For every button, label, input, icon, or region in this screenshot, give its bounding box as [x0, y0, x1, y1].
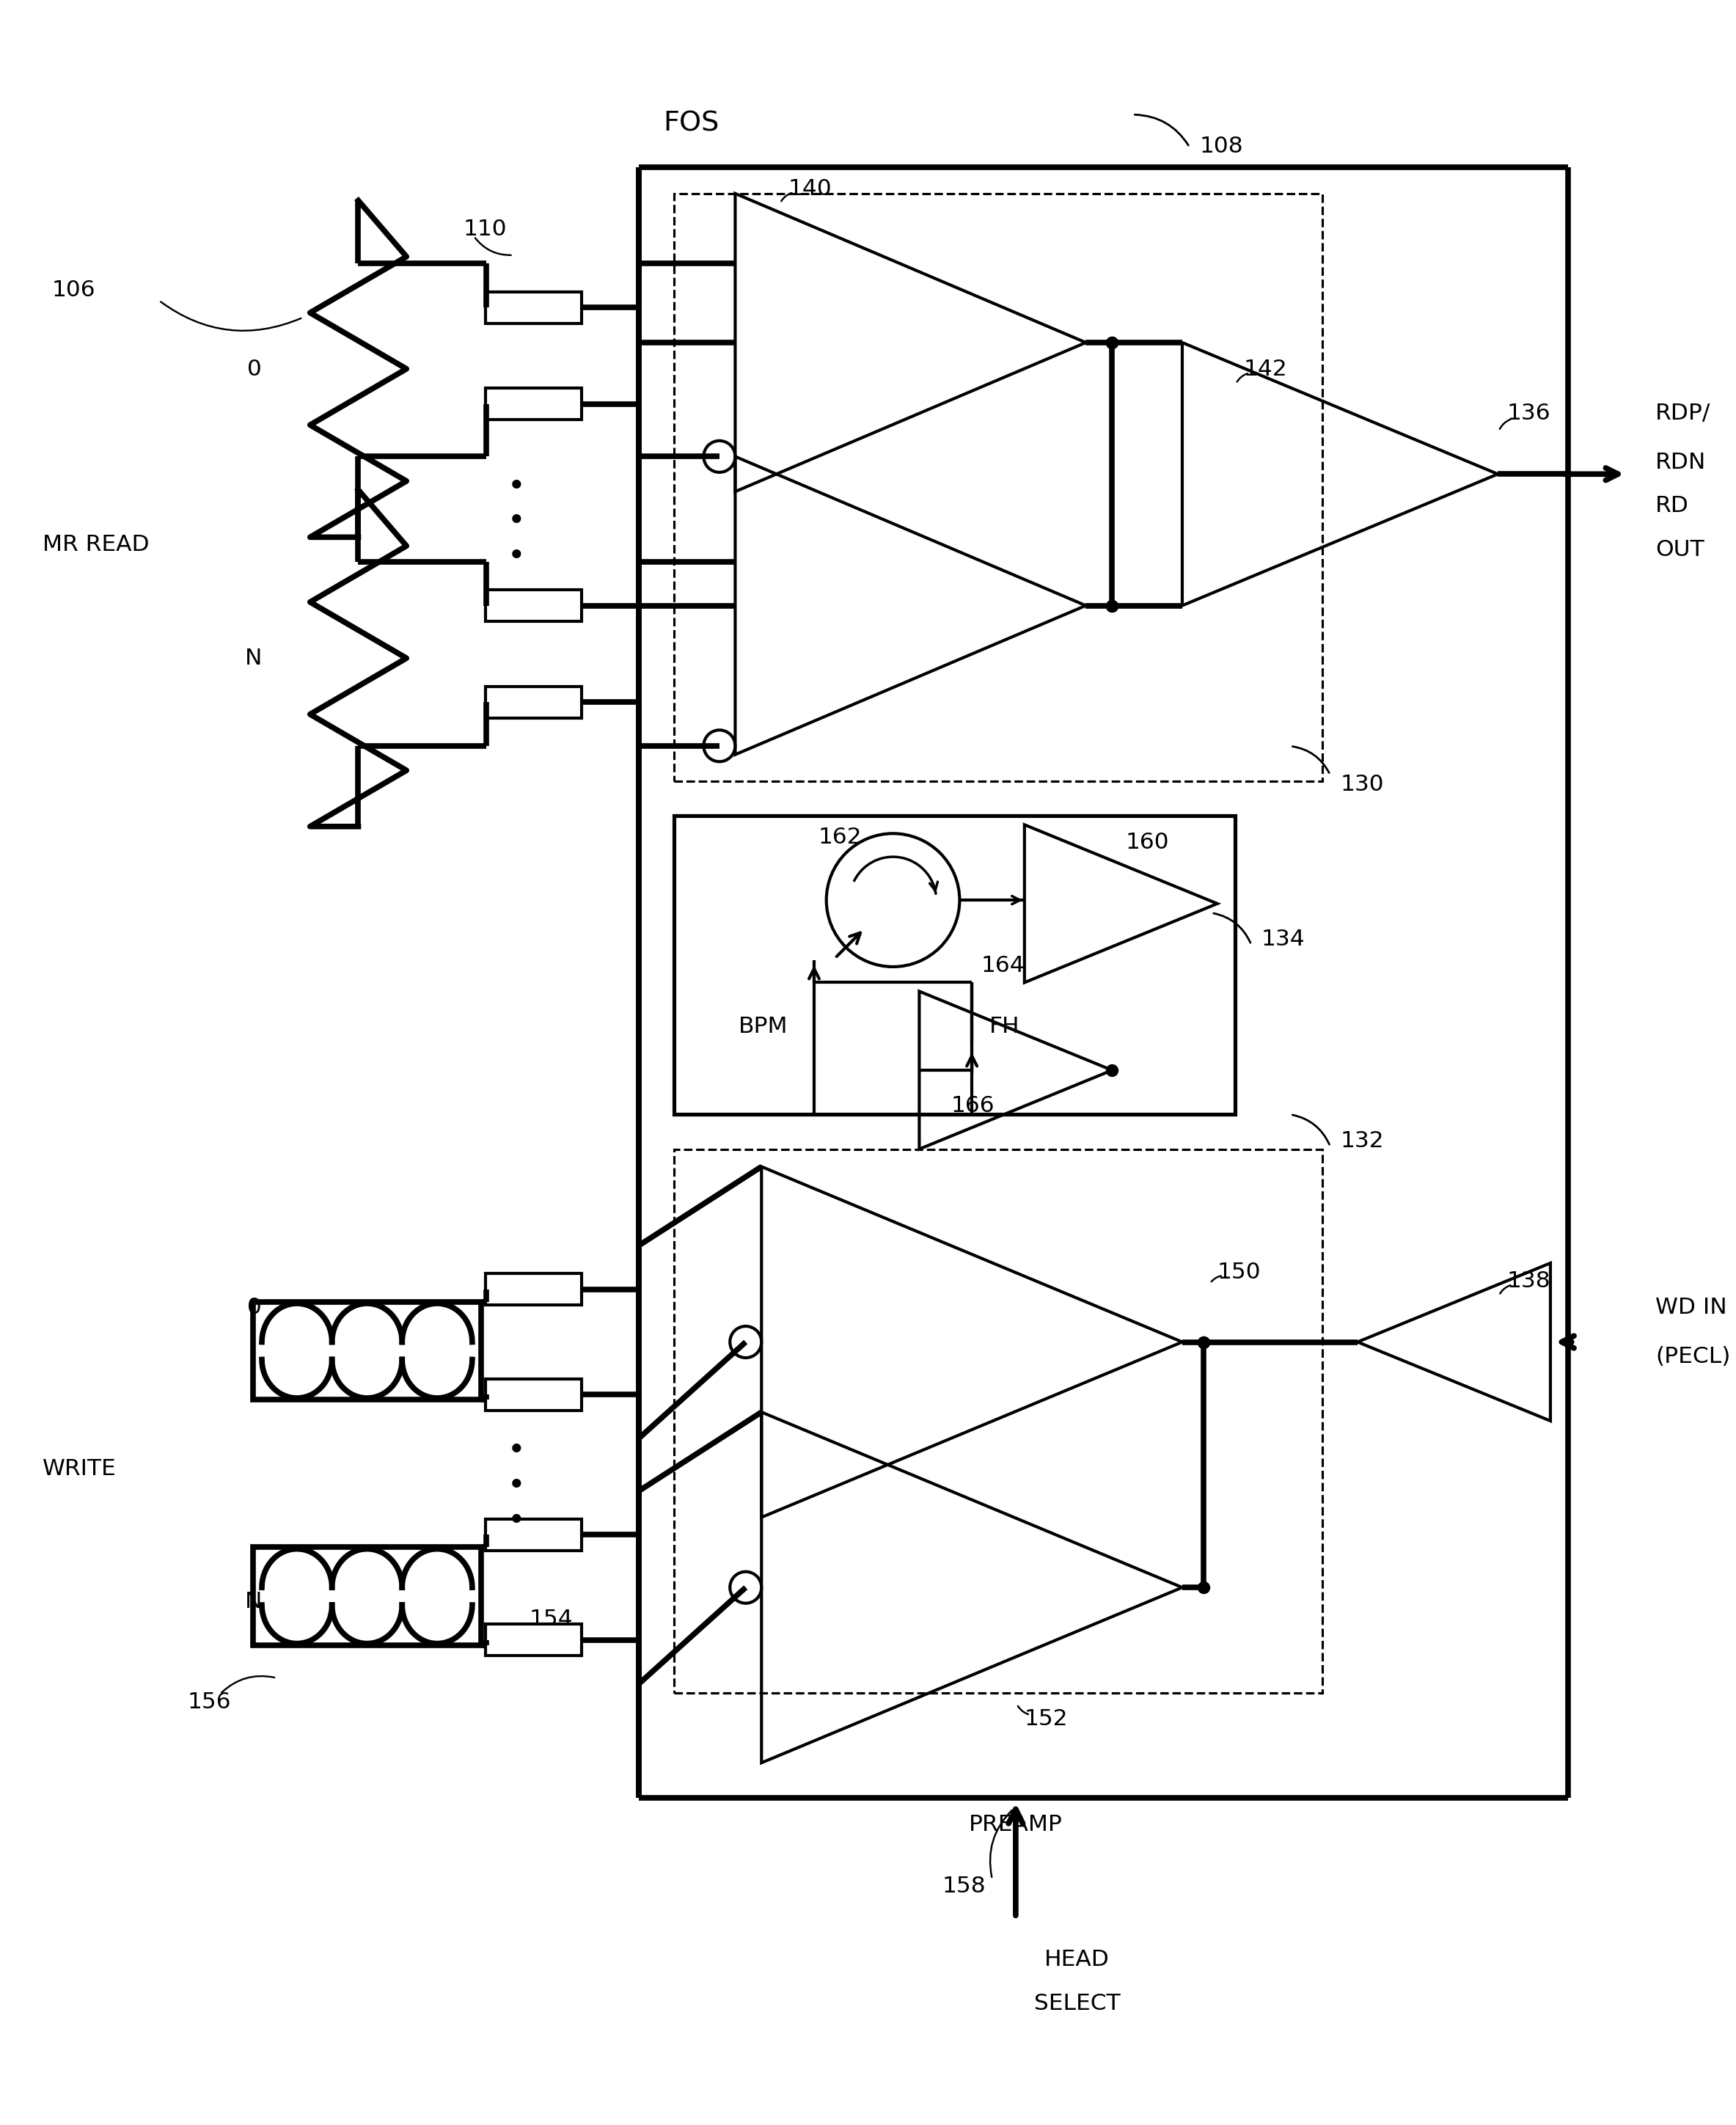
Text: 158: 158	[943, 1874, 986, 1895]
Text: •: •	[507, 506, 524, 538]
Text: RDP/: RDP/	[1654, 402, 1710, 423]
Text: RD: RD	[1654, 495, 1689, 516]
Text: 134: 134	[1260, 929, 1305, 950]
Bar	[253, 1303, 481, 1400]
Text: N: N	[245, 1592, 262, 1613]
Text: OUT: OUT	[1654, 540, 1705, 561]
Text: 142: 142	[1243, 359, 1286, 380]
Text: •: •	[507, 1504, 524, 1536]
Text: 106: 106	[52, 280, 95, 302]
Text: SELECT: SELECT	[1033, 1993, 1120, 2014]
Bar	[253, 1547, 481, 1645]
Text: 0: 0	[247, 359, 262, 380]
Text: (PECL): (PECL)	[1654, 1345, 1731, 1366]
Bar	[486, 1273, 582, 1305]
Text: 136: 136	[1507, 402, 1550, 423]
Bar	[486, 591, 582, 623]
Text: RDN: RDN	[1654, 450, 1706, 472]
Text: N: N	[245, 648, 262, 669]
Text: 110: 110	[464, 219, 507, 240]
Text: 152: 152	[1024, 1708, 1068, 1730]
Text: 154: 154	[529, 1609, 573, 1630]
Text: 164: 164	[981, 954, 1024, 975]
Text: MR READ: MR READ	[43, 533, 149, 555]
Text: PREAMP: PREAMP	[969, 1813, 1062, 1834]
Bar	[674, 193, 1323, 782]
Text: 162: 162	[818, 827, 863, 848]
Text: •: •	[507, 1470, 524, 1500]
Text: 156: 156	[187, 1692, 231, 1713]
Text: 166: 166	[951, 1094, 995, 1116]
Text: 138: 138	[1507, 1271, 1550, 1292]
Text: 140: 140	[788, 178, 832, 200]
Text: WRITE: WRITE	[43, 1458, 116, 1479]
Text: •: •	[507, 542, 524, 572]
Bar	[486, 1519, 582, 1551]
Bar	[486, 1379, 582, 1411]
Text: •: •	[507, 472, 524, 502]
Text: WD IN: WD IN	[1654, 1296, 1727, 1318]
Bar	[486, 291, 582, 323]
Text: 150: 150	[1217, 1262, 1260, 1284]
Text: HEAD: HEAD	[1045, 1949, 1109, 1970]
Text: •: •	[507, 1434, 524, 1466]
Bar	[674, 816, 1234, 1114]
Text: BPM: BPM	[738, 1016, 788, 1037]
Text: 0: 0	[247, 1296, 262, 1318]
Text: FOS: FOS	[663, 110, 719, 136]
Text: FH: FH	[990, 1016, 1019, 1037]
Text: 160: 160	[1125, 831, 1168, 852]
Text: 130: 130	[1340, 774, 1384, 795]
Bar	[486, 389, 582, 421]
Text: 132: 132	[1340, 1130, 1384, 1152]
Text: 108: 108	[1200, 136, 1243, 157]
Bar	[486, 686, 582, 718]
Bar	[486, 1624, 582, 1655]
Bar	[674, 1150, 1323, 1694]
